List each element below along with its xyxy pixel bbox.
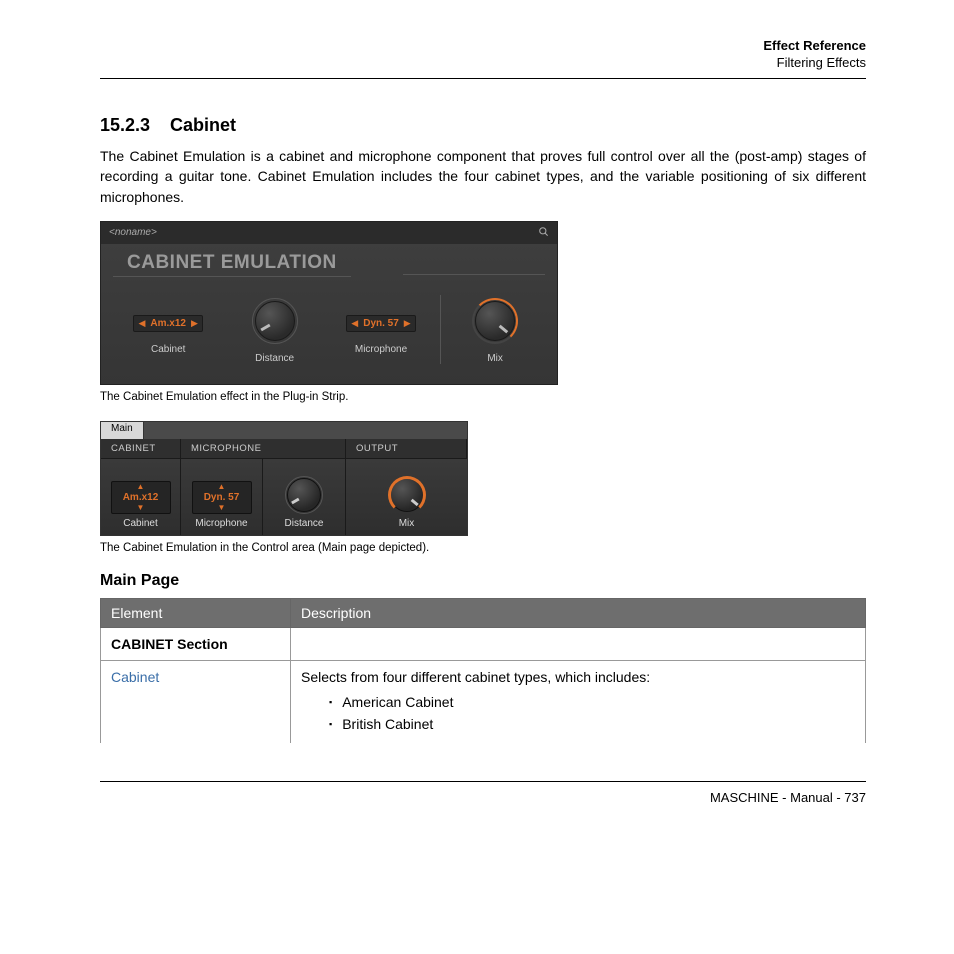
intro-paragraph: The Cabinet Emulation is a cabinet and m…: [100, 146, 866, 207]
chevron-left-icon[interactable]: ◀: [351, 318, 358, 329]
microphone-selector[interactable]: ◀ Dyn. 57 ▶: [346, 315, 415, 332]
section-title: Cabinet: [170, 115, 236, 135]
cabinet-spinner-value: Am.x12: [123, 491, 159, 504]
caption-1: The Cabinet Emulation effect in the Plug…: [100, 391, 866, 403]
cabinet-spinner-label: Cabinet: [123, 518, 157, 529]
chevron-left-icon[interactable]: ◀: [138, 318, 145, 329]
distance-label-ca: Distance: [285, 518, 324, 529]
section-cabinet: CABINET: [101, 439, 181, 458]
table-section-row: CABINET Section: [101, 627, 291, 660]
mix-label-ca: Mix: [399, 518, 415, 529]
plugin-strip-screenshot: <noname> CABINET EMULATION ◀ Am.x12 ▶ Ca…: [100, 221, 558, 385]
list-item: American Cabinet: [329, 691, 855, 713]
distance-knob[interactable]: [255, 301, 295, 341]
plugin-heading: CABINET EMULATION: [113, 244, 351, 277]
mix-knob[interactable]: [475, 301, 515, 341]
cabinet-value: Am.x12: [147, 318, 189, 329]
microphone-value: Dyn. 57: [360, 318, 402, 329]
microphone-spinner-label: Microphone: [195, 518, 247, 529]
sub-heading: Main Page: [100, 572, 866, 590]
control-area-screenshot: Main CABINET MICROPHONE OUTPUT ▲ Am.x12 …: [100, 421, 468, 536]
table-header-element: Element: [101, 598, 291, 627]
cabinet-selector[interactable]: ◀ Am.x12 ▶: [133, 315, 202, 332]
cabinet-spinner[interactable]: ▲ Am.x12 ▼: [111, 481, 171, 514]
tab-main[interactable]: Main: [101, 422, 144, 439]
cabinet-label: Cabinet: [151, 344, 185, 355]
microphone-spinner[interactable]: ▲ Dyn. 57 ▼: [192, 481, 252, 514]
section-output: OUTPUT: [346, 439, 467, 458]
list-item: British Cabinet: [329, 713, 855, 735]
section-microphone: MICROPHONE: [181, 439, 346, 458]
table-desc-cabinet: Selects from four different cabinet type…: [291, 660, 866, 743]
section-heading: 15.2.3 Cabinet: [100, 115, 866, 136]
footer-rule: [100, 781, 866, 782]
chevron-right-icon[interactable]: ▶: [404, 318, 411, 329]
microphone-label: Microphone: [355, 344, 407, 355]
distance-knob-ca[interactable]: [287, 478, 321, 512]
mix-knob-ca[interactable]: [390, 478, 424, 512]
page-header-title: Effect Reference: [100, 38, 866, 53]
section-number: 15.2.3: [100, 115, 150, 136]
search-icon[interactable]: [538, 226, 549, 240]
chevron-down-icon[interactable]: ▼: [137, 504, 145, 512]
header-rule: [100, 78, 866, 79]
microphone-spinner-value: Dyn. 57: [204, 491, 240, 504]
distance-label: Distance: [255, 353, 294, 364]
table-header-description: Description: [291, 598, 866, 627]
chevron-down-icon[interactable]: ▼: [218, 504, 226, 512]
table-param-cabinet: Cabinet: [101, 660, 291, 743]
parameter-table: Element Description CABINET Section Cabi…: [100, 598, 866, 743]
chevron-right-icon[interactable]: ▶: [191, 318, 198, 329]
page-footer: MASCHINE - Manual - 737: [100, 790, 866, 805]
mix-label: Mix: [487, 353, 503, 364]
chevron-up-icon[interactable]: ▲: [218, 483, 226, 491]
chevron-up-icon[interactable]: ▲: [137, 483, 145, 491]
caption-2: The Cabinet Emulation in the Control are…: [100, 542, 866, 554]
page-header-subtitle: Filtering Effects: [100, 55, 866, 70]
plugin-name-field[interactable]: <noname>: [109, 227, 157, 238]
